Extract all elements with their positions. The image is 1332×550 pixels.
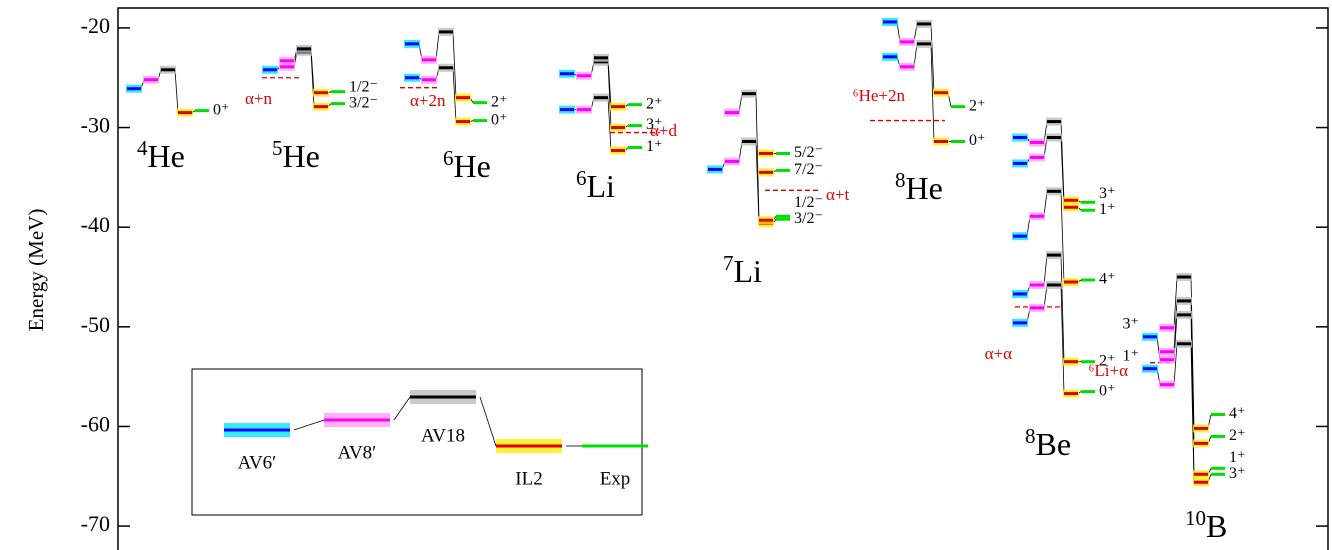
y-tick-label: -70 <box>81 511 110 536</box>
level-label: 3⁺ <box>646 116 662 133</box>
connector <box>607 57 612 107</box>
legend-connector <box>293 419 325 431</box>
level-label: 0⁺ <box>1099 382 1115 399</box>
connector <box>755 93 760 221</box>
element: He <box>454 148 491 184</box>
connector <box>174 69 179 113</box>
connector <box>310 48 315 93</box>
level-label: 1⁺ <box>1123 347 1139 364</box>
threshold-label: α+α <box>985 344 1012 363</box>
connector <box>1060 255 1065 362</box>
nucleus-label: 7Li <box>723 251 762 290</box>
connector <box>1043 255 1048 286</box>
connector <box>1173 276 1178 328</box>
element: He <box>906 170 943 206</box>
y-tick-label: -30 <box>81 113 110 138</box>
legend-label: IL2 <box>515 468 542 489</box>
mass-number: 7 <box>723 251 734 275</box>
element: Li <box>587 168 616 204</box>
mass-number: 8 <box>895 168 906 192</box>
element: Be <box>1036 426 1072 462</box>
level-label: 3/2⁻ <box>794 210 823 227</box>
level-label: 2⁺ <box>646 95 662 112</box>
nucleus-label: 4He <box>137 136 185 175</box>
nucleus-label: 8Be <box>1025 424 1071 463</box>
nucleus-label: 6He <box>443 146 491 185</box>
connector <box>1173 343 1178 385</box>
y-tick-label: -60 <box>81 412 110 437</box>
level-label: 3⁺ <box>1229 465 1245 482</box>
level-label: 1⁺ <box>1229 449 1245 466</box>
legend-connector <box>393 396 411 421</box>
threshold-label: α+d <box>650 121 677 140</box>
nucleus-label: 5He <box>272 136 320 175</box>
legend-label: AV6′ <box>238 452 277 473</box>
connector <box>607 97 612 151</box>
element: B <box>1206 508 1227 544</box>
y-tick-label: -50 <box>81 312 110 337</box>
connector <box>1060 284 1065 394</box>
level-label: 3⁺ <box>1123 315 1139 332</box>
level-label: 7/2⁻ <box>794 161 823 178</box>
connector <box>930 23 935 93</box>
level-label: 0⁺ <box>213 101 229 118</box>
threshold-label: ⁶Li+α <box>1088 361 1128 380</box>
level-label: 1⁺ <box>1099 201 1115 218</box>
connector <box>1043 191 1048 217</box>
legend-connector <box>479 396 497 447</box>
mass-number: 8 <box>1025 424 1036 448</box>
level-label: 1/2⁻ <box>349 78 378 95</box>
element: He <box>283 138 320 174</box>
connector <box>930 43 935 142</box>
mass-number: 10 <box>1185 506 1206 530</box>
plot-frame <box>117 7 1329 550</box>
y-tick-label: -40 <box>81 212 110 237</box>
level-label: 2⁺ <box>491 93 507 110</box>
level-label: 4⁺ <box>1099 271 1115 288</box>
y-axis-label: Energy (MeV) <box>24 209 48 332</box>
nucleus-label: 10B <box>1185 506 1227 545</box>
threshold-label: ⁶He+2n <box>853 86 906 105</box>
threshold-label: α+t <box>826 185 849 204</box>
element: Li <box>734 253 763 289</box>
mass-number: 4 <box>137 136 148 160</box>
level-label: 3/2⁻ <box>349 94 378 111</box>
legend-label: AV8′ <box>338 442 377 463</box>
element: He <box>148 138 185 174</box>
connector <box>1060 191 1065 283</box>
level-label: 2⁺ <box>1099 352 1115 369</box>
mass-number: 6 <box>443 146 454 170</box>
level-label: 0⁺ <box>969 132 985 149</box>
connector <box>435 31 440 60</box>
level-label: 2⁺ <box>1229 427 1245 444</box>
level-label: 5/2⁻ <box>794 144 823 161</box>
level-label: 4⁺ <box>1229 405 1245 422</box>
level-label: 3⁺ <box>1099 185 1115 202</box>
y-tick-label: -20 <box>81 13 110 38</box>
connector <box>1173 300 1178 352</box>
level-label: 2⁺ <box>969 97 985 114</box>
connector <box>607 61 612 128</box>
legend-label: Exp <box>600 468 631 489</box>
connector <box>452 67 457 122</box>
mass-number: 6 <box>576 166 587 190</box>
nucleus-label: 6Li <box>576 166 615 205</box>
level-label: 1⁺ <box>646 138 662 155</box>
level-label: 1/2⁻ <box>794 194 823 211</box>
level-label: 0⁺ <box>491 111 507 128</box>
threshold-label: α+2n <box>410 91 446 110</box>
legend-label: AV18 <box>421 425 465 446</box>
nucleus-label: 8He <box>895 168 943 207</box>
connector <box>452 31 457 98</box>
threshold-label: α+n <box>245 89 272 108</box>
mass-number: 5 <box>272 136 283 160</box>
